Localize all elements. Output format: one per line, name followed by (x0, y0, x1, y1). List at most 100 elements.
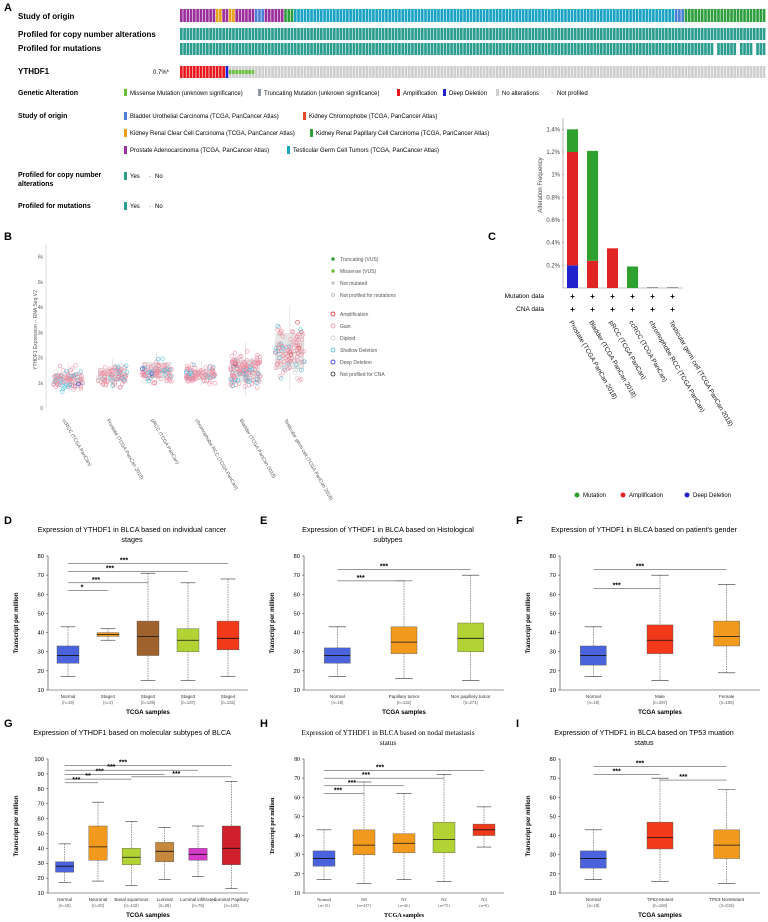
chart-b-point (164, 378, 169, 383)
oncoprint-study-cell (554, 9, 558, 22)
chart-b-point (258, 373, 263, 378)
oncoprint-mut-cell (547, 43, 551, 55)
oncoprint-mut-cell (554, 43, 558, 55)
oncoprint-cna-cell (398, 28, 401, 40)
chart-h-sig-label: *** (376, 764, 384, 771)
chart-b-point (243, 364, 248, 369)
oncoprint-row-label-cna: Profiled for copy number alterations (18, 30, 156, 39)
chart-b-ytick: 6k (38, 255, 44, 261)
legend-b-diploid-marker (330, 335, 336, 341)
oncoprint-gene-cell (372, 66, 375, 78)
oncoprint-cna-cell (710, 28, 714, 40)
chart-e-title: Expression of YTHDF1 in BLCA based on Hi… (302, 525, 474, 534)
oncoprint-gene-cell (303, 66, 307, 78)
oncoprint-study-cell (411, 9, 414, 22)
oncoprint-study-cell (450, 9, 453, 22)
chart-b-point (285, 361, 290, 366)
oncoprint-mut-cell (199, 43, 203, 55)
chart-b-point (282, 355, 287, 361)
oncoprint-study-cell (287, 9, 291, 22)
oncoprint-mut-cell (551, 43, 554, 55)
chart-c-ytick: 1.4% (546, 127, 560, 133)
oncoprint-gene-cell (661, 66, 665, 78)
oncoprint-mut-cell (762, 43, 766, 55)
legend-b-deep-marker (330, 359, 336, 365)
chart-b-point (53, 378, 58, 383)
oncoprint-study-cell (215, 9, 219, 22)
chart-b-point (251, 370, 257, 375)
oncoprint-mut-cell (222, 43, 225, 55)
oncoprint-cna-cell (671, 28, 675, 40)
oncoprint-cna-cell (697, 28, 701, 40)
chart-c-ylabel: Alteration Frequency (538, 157, 544, 212)
oncoprint-study-cell (616, 9, 619, 22)
oncoprint-cna-cell (251, 28, 255, 40)
oncoprint-gene-cell (180, 66, 183, 78)
oncoprint-study-cell (736, 9, 740, 22)
oncoprint-cna-cell (577, 28, 580, 40)
chart-f-xlabel: TCGA samples (638, 709, 682, 716)
oncoprint-gene-cell (411, 66, 414, 78)
chart-b-point (118, 367, 124, 372)
oncoprint-gene-cell (583, 66, 587, 78)
oncoprint-cna-cell (466, 28, 470, 40)
oncoprint-study-cell (700, 9, 704, 22)
legend-b-shallow-marker (330, 347, 336, 353)
chart-b-point (117, 368, 123, 374)
oncoprint-cna-cell (277, 28, 281, 40)
chart-c-bar-empty (667, 287, 678, 288)
chart-b-point (164, 375, 170, 380)
oncoprint-mut-cell (394, 43, 398, 55)
chart-b-point (238, 371, 244, 376)
chart-f-ytick: 10 (550, 688, 556, 694)
oncoprint-mut-cell (710, 43, 714, 55)
legend-label-not-profiled: Not profiled (557, 91, 588, 97)
oncoprint-cna-cell (287, 28, 291, 40)
legend-cna-yes-swatch (124, 172, 127, 180)
oncoprint-study-cell (225, 9, 229, 22)
chart-h-box (352, 829, 376, 855)
legend-mut-yes: Yes (130, 204, 140, 210)
oncoprint-study-cell (365, 9, 369, 22)
oncoprint-cna-cell (482, 28, 486, 40)
oncoprint-gene-cell (586, 66, 590, 78)
oncoprint-cna-cell (319, 28, 323, 40)
oncoprint-study-cell (293, 9, 297, 22)
chart-b-point (185, 370, 191, 375)
chart-h-xlabel: TCGA samples (384, 912, 425, 919)
chart-b-xtick: Testicular germ cell (TCGA PanCan 2018) (282, 418, 334, 502)
chart-b-point (78, 376, 84, 381)
oncoprint-study-cell (183, 9, 186, 22)
chart-f-sig-label: *** (613, 583, 621, 590)
oncoprint-cna-cell (186, 28, 190, 40)
chart-d-n: (n=132) (221, 700, 236, 705)
oncoprint-study-cell (352, 9, 356, 22)
oncoprint-cna-cell (655, 28, 658, 40)
oncoprint-mut-cell (430, 43, 434, 55)
oncoprint-study-cell (180, 9, 183, 22)
oncoprint-cna-cell (479, 28, 483, 40)
oncoprint-mut-cell (726, 43, 730, 55)
oncoprint-mut-cell (420, 43, 424, 55)
oncoprint-gene-cell (219, 66, 222, 78)
chart-b-point (102, 377, 108, 383)
oncoprint-study-cell (394, 9, 398, 22)
oncoprint-gene-cell (668, 66, 671, 78)
chart-b-point (236, 381, 242, 386)
oncoprint-gene-cell (362, 66, 365, 78)
oncoprint-gene-cell (730, 66, 733, 78)
oncoprint-study-cell (417, 9, 421, 22)
panel-letter-f: F (516, 515, 523, 527)
oncoprint-cna-cell (645, 28, 649, 40)
oncoprint-missense-mark (238, 70, 242, 74)
oncoprint-study-cell (398, 9, 401, 22)
oncoprint-cna-cell (687, 28, 691, 40)
oncoprint-gene-cell (424, 66, 427, 78)
chart-b-point (52, 378, 58, 384)
oncoprint-mut-cell (375, 43, 378, 55)
chart-g-sig-label: ** (85, 773, 91, 780)
panel-g: G Expression of YTHDF1 based on molecular… (4, 718, 250, 919)
oncoprint-mut-cell (235, 43, 238, 55)
oncoprint-cna-cell (313, 28, 317, 40)
oncoprint-gene-cell (723, 66, 727, 78)
